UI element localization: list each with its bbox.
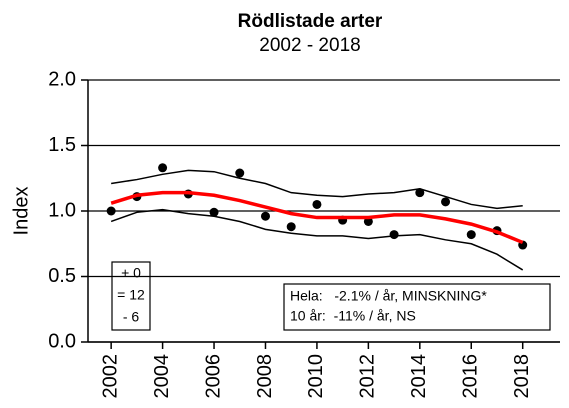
data-point (106, 206, 116, 216)
y-tick-label: 1.0 (48, 199, 76, 221)
data-point (158, 163, 168, 173)
x-tick-label: 2008 (254, 354, 276, 399)
x-tick-label: 2010 (305, 354, 327, 399)
x-tick-label: 2004 (151, 354, 173, 399)
count-box (111, 261, 151, 331)
y-tick-label: 1.5 (48, 134, 76, 156)
count-text: + 0 (121, 265, 141, 281)
trend-box (283, 283, 551, 331)
data-point (260, 211, 270, 221)
x-tick-label: 2018 (511, 354, 533, 399)
data-point (441, 197, 451, 207)
count-text: - 6 (123, 309, 140, 325)
confidence-line (111, 169, 523, 210)
y-tick-label: 0.0 (48, 330, 76, 352)
data-point (389, 230, 399, 240)
data-point (466, 230, 476, 240)
data-point (415, 188, 425, 198)
count-text: = 12 (117, 287, 145, 303)
trend-text: Hela: -2.1% / år, MINSKNING* (290, 288, 487, 304)
data-point (286, 222, 296, 232)
chart-subtitle: 2002 - 2018 (259, 35, 360, 56)
y-tick-label: 0.5 (48, 265, 76, 287)
x-tick-label: 2012 (357, 354, 379, 399)
data-point (312, 199, 322, 209)
y-axis-label: Index (10, 187, 32, 236)
x-tick-label: 2002 (99, 354, 121, 399)
chart-title: Rödlistade arter (238, 11, 383, 32)
x-tick-label: 2006 (202, 354, 224, 399)
data-point (209, 207, 219, 217)
data-point (235, 168, 245, 178)
y-tick-label: 2.0 (48, 68, 76, 90)
x-tick-label: 2014 (408, 354, 430, 399)
confidence-line (110, 208, 524, 271)
trend-line (110, 190, 524, 245)
x-tick-label: 2016 (460, 354, 482, 399)
trend-text: 10 år: -11% / år, NS (290, 308, 416, 324)
